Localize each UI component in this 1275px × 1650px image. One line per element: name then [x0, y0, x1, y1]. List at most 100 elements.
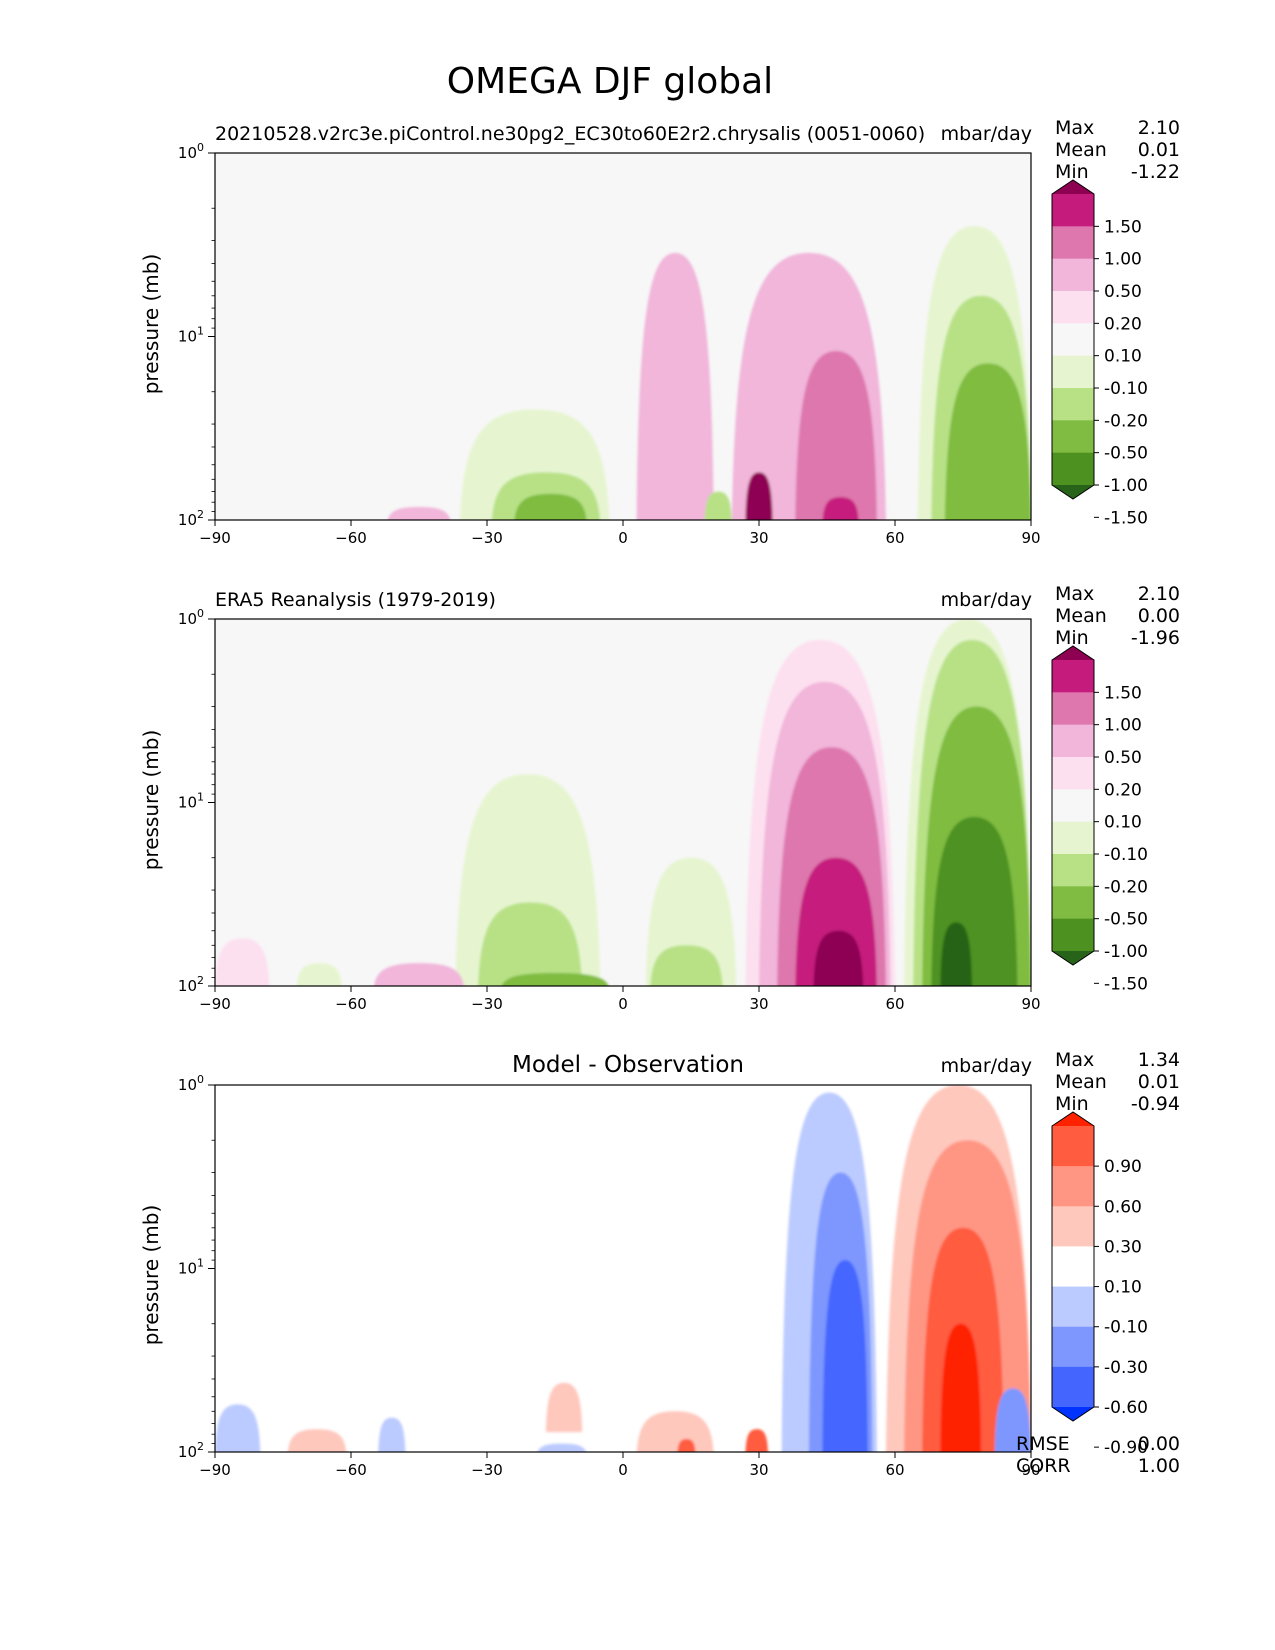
colorbar-swatch [1052, 1166, 1094, 1207]
y-tick-label: 100 [178, 1073, 204, 1094]
contour-region [387, 507, 451, 520]
contour-region [940, 1323, 982, 1452]
colorbar-swatch [1052, 1246, 1094, 1288]
stats-block: Max 2.10 Mean 0.00 Min -1.96 [1055, 583, 1180, 649]
colorbar-label: -0.30 [1104, 1358, 1148, 1378]
y-tick-label: 102 [178, 974, 204, 995]
colorbar-label: 0.10 [1104, 347, 1142, 367]
colorbar-swatch [1052, 323, 1094, 357]
x-axis: −90 −60 −30 0 30 60 90 [199, 529, 1040, 547]
colorbar-extend-max [1052, 646, 1094, 660]
plot-background [215, 153, 1031, 520]
colorbar-swatch [1052, 452, 1094, 486]
colorbar-swatch [1052, 1206, 1094, 1247]
colorbar-label: -1.00 [1104, 476, 1148, 496]
contour-region [287, 1429, 347, 1452]
contour-region [745, 1429, 768, 1452]
stat-value: -1.96 [1131, 627, 1180, 649]
contour-region [374, 963, 464, 986]
x-tick-label: 60 [885, 529, 904, 547]
contour-region [537, 1443, 587, 1452]
colorbar [1051, 179, 1099, 518]
x-tick-label: 90 [1021, 529, 1040, 547]
colorbar-extend-min [1052, 485, 1094, 499]
contour-region [822, 1260, 868, 1452]
x-tick-label: 60 [885, 1461, 904, 1479]
colorbar-label: 1.50 [1104, 683, 1142, 703]
x-tick-label: 0 [618, 1461, 628, 1479]
colorbar-label: -0.10 [1104, 379, 1148, 399]
stat-label: Min [1055, 161, 1089, 183]
colorbar-label: -0.10 [1104, 1318, 1148, 1338]
colorbar-labels: 0.90 0.60 0.30 0.10 -0.10 -0.30 -0.60 -0… [1104, 1157, 1148, 1458]
contour-region [501, 973, 609, 986]
panel-difference: Model - Observation mbar/day pressure (m… [139, 1049, 1180, 1479]
colorbar-swatch [1052, 291, 1094, 324]
stats-block: Max 1.34 Mean 0.01 Min -0.94 [1055, 1049, 1180, 1115]
stat-value: 0.00 [1138, 1433, 1180, 1455]
units-label: mbar/day [941, 123, 1032, 145]
stat-label: Max [1055, 117, 1094, 139]
error-stats: RMSE 0.00 CORR 1.00 [1016, 1433, 1180, 1477]
stat-label: Max [1055, 1049, 1094, 1071]
colorbar-label: 0.50 [1104, 748, 1142, 768]
stat-label: Mean [1055, 605, 1107, 627]
panel-model: 20210528.v2rc3e.piControl.ne30pg2_EC30to… [139, 117, 1180, 547]
figure-title: OMEGA DJF global [447, 61, 773, 102]
x-tick-label: −60 [335, 529, 367, 547]
colorbar-extend-min [1052, 951, 1094, 965]
contour-region [795, 351, 877, 520]
colorbar-label: -0.20 [1104, 411, 1148, 431]
contour-region [514, 493, 587, 520]
y-tick-label: 102 [178, 508, 204, 529]
stat-value: 0.01 [1138, 1071, 1180, 1093]
colorbar-swatch [1052, 724, 1094, 758]
colorbar-label: 0.50 [1104, 282, 1142, 302]
panel-observation: ERA5 Reanalysis (1979-2019) mbar/day pre… [139, 583, 1180, 1013]
contour-region [822, 497, 859, 520]
colorbar-extend-min [1052, 1407, 1094, 1421]
x-tick-label: 30 [749, 529, 768, 547]
stat-value: 2.10 [1138, 117, 1180, 139]
colorbar-extend-max [1052, 180, 1094, 194]
colorbar-label: -1.00 [1104, 942, 1148, 962]
x-tick-label: 60 [885, 995, 904, 1013]
y-tick-label: 101 [178, 325, 204, 346]
colorbar-swatch [1052, 355, 1094, 389]
contour-region [994, 1388, 1031, 1452]
colorbar-swatch [1052, 854, 1094, 887]
x-tick-label: 90 [1021, 995, 1040, 1013]
colorbar-label: -0.10 [1104, 845, 1148, 865]
colorbar-swatch [1052, 420, 1094, 454]
contour-layer [215, 619, 1031, 986]
colorbar-label: 0.60 [1104, 1197, 1142, 1217]
stat-value: 0.01 [1138, 139, 1180, 161]
colorbar-label: -0.50 [1104, 910, 1148, 930]
colorbar-swatch [1052, 918, 1094, 952]
stat-label: RMSE [1016, 1433, 1070, 1455]
contour-region [940, 922, 973, 986]
y-axis-label: pressure (mb) [139, 254, 163, 395]
contour-region [636, 252, 714, 520]
contour-region [650, 945, 723, 986]
stat-label: Mean [1055, 139, 1107, 161]
colorbar-extend-max [1052, 1112, 1094, 1126]
contour-region [215, 938, 270, 986]
colorbar-label: 1.00 [1104, 250, 1142, 270]
x-tick-label: 30 [749, 995, 768, 1013]
colorbar-label: -1.50 [1104, 508, 1148, 528]
colorbar-label: -0.50 [1104, 444, 1148, 464]
y-tick-label: 102 [178, 1440, 204, 1461]
x-tick-label: 0 [618, 995, 628, 1013]
colorbar-swatch [1052, 1326, 1094, 1368]
panel-title: Model - Observation [512, 1052, 744, 1078]
x-axis: −90 −60 −30 0 30 60 90 [199, 1461, 1040, 1479]
contour-region [813, 930, 864, 986]
colorbar-swatch [1052, 692, 1094, 726]
contour-region [704, 491, 732, 520]
y-axis-label: pressure (mb) [139, 1205, 163, 1346]
contour-region [545, 1382, 583, 1433]
colorbar-label: -0.20 [1104, 877, 1148, 897]
colorbar-label: 0.90 [1104, 1157, 1142, 1177]
